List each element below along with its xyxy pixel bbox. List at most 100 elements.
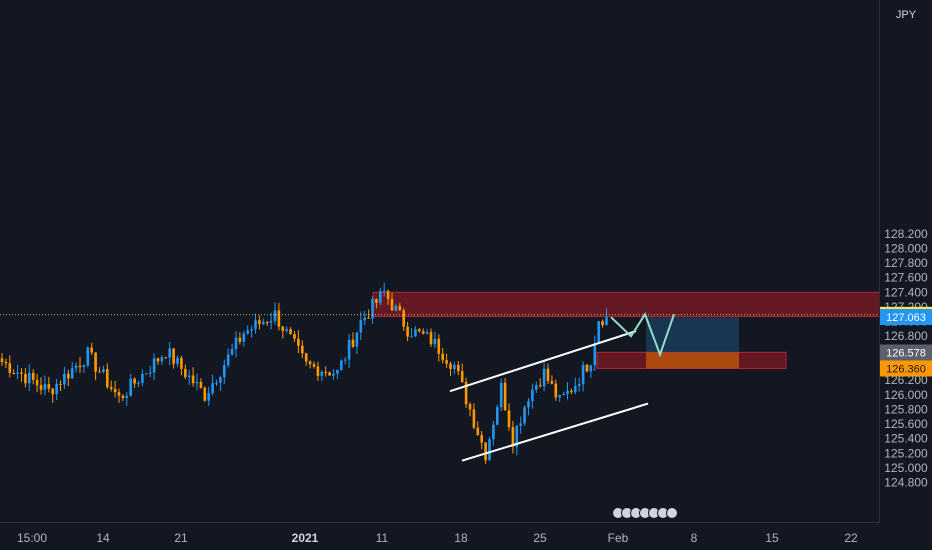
- candle-body: [585, 364, 589, 372]
- candle-body: [250, 328, 253, 331]
- candle-body: [566, 390, 569, 395]
- price-axis-panel[interactable]: [880, 0, 932, 550]
- candle-body: [355, 332, 359, 347]
- candle-body: [371, 299, 374, 319]
- candle-body: [168, 348, 171, 358]
- candle-body: [184, 368, 187, 378]
- price-tick-label: 128.000: [884, 241, 928, 255]
- currency-unit: JPY: [896, 9, 917, 21]
- candle-body: [63, 373, 66, 385]
- time-tick-label: 2021: [292, 531, 319, 545]
- time-tick-label: 14: [96, 531, 110, 545]
- candle-body: [180, 357, 183, 369]
- time-tick-label: 15: [765, 531, 779, 545]
- candle-body: [605, 317, 608, 326]
- candle-body: [203, 387, 207, 401]
- candle-body: [476, 427, 480, 435]
- candle-body: [340, 360, 343, 370]
- candle-body: [113, 388, 117, 393]
- time-tick-label: Feb: [608, 531, 629, 545]
- zones-layer: [372, 291, 881, 369]
- candle-body: [156, 358, 160, 362]
- candle-body: [35, 379, 39, 386]
- candle-body: [472, 409, 476, 428]
- time-tick-label: 25: [533, 531, 547, 545]
- candle-body: [441, 353, 444, 361]
- candle-body: [418, 329, 421, 332]
- candle-body: [242, 333, 246, 342]
- candle-body: [39, 385, 43, 390]
- candle-body: [457, 364, 460, 372]
- candle-body: [145, 373, 148, 375]
- candle-body: [215, 382, 218, 384]
- candle-body: [414, 329, 417, 337]
- candle-body: [507, 410, 511, 428]
- time-axis-ticks: 15:00 14 21 2021 11 18 25 Feb 8 15 22: [17, 531, 858, 545]
- candle-body: [363, 317, 366, 321]
- candle-body: [449, 363, 452, 369]
- candle-body: [421, 331, 425, 334]
- candle-body: [59, 383, 62, 385]
- candle-body: [379, 291, 382, 303]
- candle-body: [597, 321, 600, 344]
- candle-body: [468, 404, 472, 410]
- price-tick-label: 128.200: [884, 227, 928, 241]
- candle-body: [406, 326, 409, 337]
- candle-body: [191, 375, 195, 384]
- candle-body: [538, 385, 542, 387]
- candle-body: [453, 364, 456, 369]
- candle-body: [24, 373, 27, 384]
- candle-body: [0, 358, 4, 363]
- event-icons[interactable]: [612, 507, 678, 519]
- candle-body: [199, 381, 203, 388]
- candle-body: [129, 378, 132, 396]
- candle-body: [234, 337, 238, 349]
- candle-body: [499, 382, 503, 408]
- candle-body: [246, 330, 249, 334]
- price-tick-label: 126.200: [884, 373, 928, 387]
- candle-body: [121, 395, 125, 399]
- candle-body: [281, 326, 285, 331]
- candle-body: [343, 359, 347, 361]
- candle-body: [445, 360, 448, 364]
- candle-body: [20, 372, 23, 374]
- candle-body: [133, 378, 136, 384]
- candle-body: [535, 385, 538, 390]
- candle-body: [515, 425, 519, 447]
- price-tick-label: 125.600: [884, 417, 928, 431]
- candle-body: [187, 375, 191, 378]
- candle-body: [581, 364, 585, 385]
- candle-body: [125, 395, 129, 399]
- candle-body: [47, 384, 51, 389]
- candle-body: [324, 372, 327, 374]
- candle-body: [70, 368, 74, 379]
- price-tick-label: 127.400: [884, 285, 928, 299]
- position-overlap-box: [646, 352, 739, 369]
- candle-body: [226, 354, 230, 366]
- candle-body: [262, 322, 265, 325]
- drawings-layer: [0, 312, 880, 462]
- candle-body: [43, 384, 47, 390]
- candle-body: [55, 383, 58, 395]
- candle-body: [312, 364, 316, 367]
- candle-body: [359, 320, 363, 333]
- candle-body: [593, 343, 597, 366]
- candle-body: [332, 373, 335, 376]
- candle-body: [546, 368, 550, 381]
- candle-body: [223, 365, 226, 378]
- candle-body: [51, 388, 54, 395]
- candle-body: [269, 320, 273, 323]
- candle-body: [460, 371, 464, 382]
- candle-body: [94, 352, 97, 372]
- candle-body: [464, 381, 468, 405]
- price-label-text: 126.578: [886, 347, 926, 359]
- time-axis-panel[interactable]: [0, 522, 880, 550]
- candle-body: [152, 358, 156, 373]
- candle-body: [394, 305, 398, 311]
- price-label-bg: [880, 344, 932, 361]
- price-tick-label: 127.800: [884, 256, 928, 270]
- candle-body: [429, 332, 433, 345]
- channel-lower-line: [461, 402, 649, 462]
- candle-body: [102, 369, 105, 372]
